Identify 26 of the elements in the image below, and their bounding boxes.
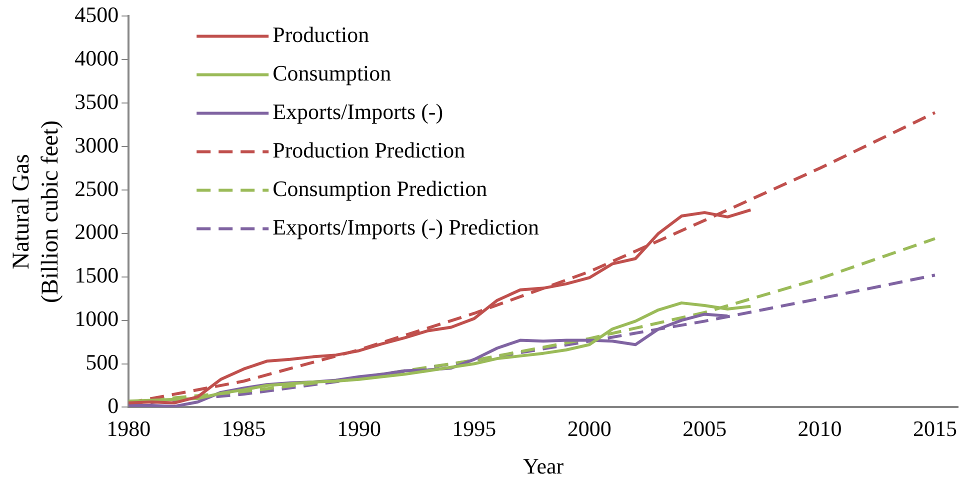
- legend-label: Consumption Prediction: [272, 176, 488, 201]
- legend-label: Exports/Imports (-) Prediction: [272, 214, 540, 240]
- x-tick-label: 1985: [222, 416, 266, 442]
- y-tick-label: 2500: [74, 176, 119, 201]
- x-axis-title: Year: [523, 454, 564, 479]
- y-tick-label: 4500: [74, 2, 119, 27]
- x-tick-label: 2010: [798, 416, 842, 442]
- x-tick-label: 1980: [106, 416, 151, 442]
- x-tick-label: 1990: [336, 416, 381, 442]
- y-tick-label: 2000: [74, 219, 119, 244]
- legend-label: Consumption: [272, 60, 392, 86]
- y-tick-label: 0: [108, 392, 119, 418]
- y-tick-label: 3500: [74, 88, 119, 114]
- x-tick-label: 2000: [567, 416, 612, 442]
- y-tick-label: 1500: [74, 262, 119, 288]
- legend-label: Production: [272, 22, 370, 47]
- legend-label: Exports/Imports (-): [272, 98, 444, 124]
- y-tick-label: 4000: [74, 45, 119, 70]
- legend-label: Production Prediction: [272, 137, 466, 162]
- y-tick-label: 500: [86, 350, 119, 375]
- y-tick-label: 1000: [74, 306, 119, 332]
- x-tick-label: 2015: [912, 416, 957, 442]
- y-tick-label: 3000: [74, 132, 119, 158]
- x-tick-label: 1995: [452, 416, 496, 442]
- x-tick-label: 2005: [682, 416, 727, 442]
- y-axis-title: Natural Gas (Billion cubic feet): [8, 120, 64, 304]
